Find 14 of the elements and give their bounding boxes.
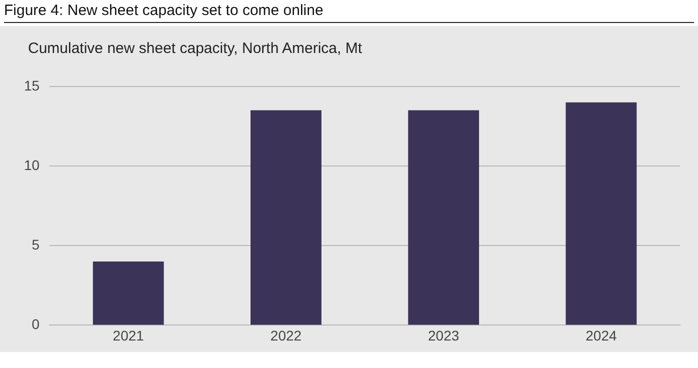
- bar: [250, 110, 322, 325]
- x-tick-label: 2023: [428, 327, 460, 344]
- x-tick-label: 2021: [112, 327, 144, 344]
- bar: [408, 110, 480, 325]
- chart-title: Figure 4: New sheet capacity set to come online: [4, 2, 694, 23]
- y-tick-label: 10: [24, 156, 40, 173]
- x-tick-label: 2024: [586, 327, 617, 344]
- y-tick-label: 0: [32, 316, 40, 332]
- y-tick-label: 15: [24, 77, 40, 94]
- bar: [92, 262, 164, 325]
- x-tick-label: 2022: [270, 327, 302, 344]
- y-tick-label: 5: [32, 236, 40, 252]
- bar: [566, 102, 637, 325]
- chart-subtitle: Cumulative new sheet capacity, North America, Mt: [28, 40, 362, 57]
